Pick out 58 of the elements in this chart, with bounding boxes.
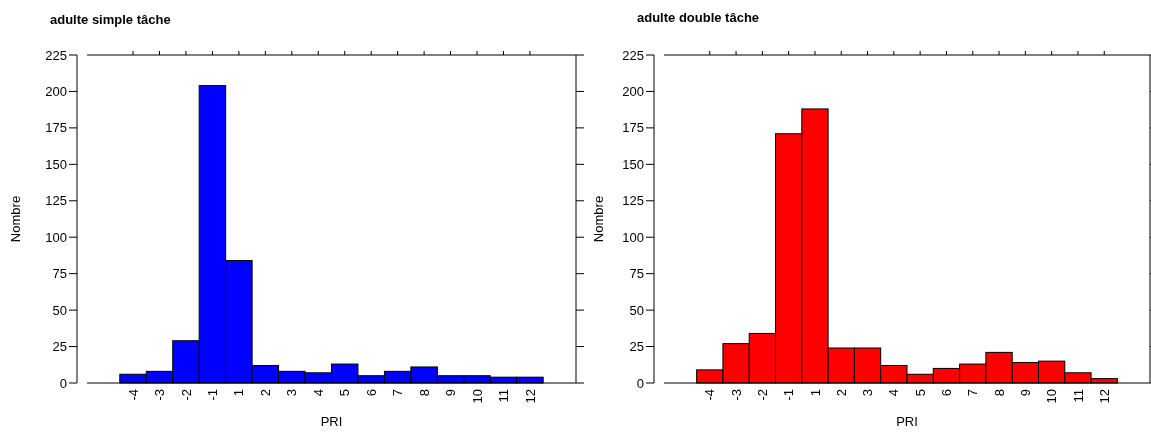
y-tick-label: 200 bbox=[622, 83, 644, 99]
x-tick-label: -4 bbox=[702, 389, 718, 401]
x-tick-label: 2 bbox=[833, 389, 849, 397]
x-tick-label: -1 bbox=[781, 389, 797, 401]
y-tick-label: 100 bbox=[622, 229, 644, 245]
x-tick-label: 12 bbox=[1096, 389, 1112, 404]
y-tick-label: 200 bbox=[45, 83, 67, 99]
y-tick-label: 150 bbox=[622, 156, 644, 172]
y-axis-title: Nombre bbox=[8, 195, 23, 243]
y-tick-label: 175 bbox=[45, 120, 67, 136]
x-tick-label: 11 bbox=[1070, 389, 1086, 403]
x-tick-label: 5 bbox=[337, 389, 353, 397]
x-tick-label: 9 bbox=[443, 389, 459, 397]
y-tick-label: 225 bbox=[45, 47, 67, 63]
x-tick-label: 10 bbox=[1044, 389, 1060, 404]
x-tick-label: 6 bbox=[363, 389, 379, 397]
y-tick-label: 125 bbox=[622, 193, 644, 209]
x-tick-label: 8 bbox=[991, 389, 1007, 397]
x-tick-label: 4 bbox=[886, 389, 902, 397]
x-tick-label: 1 bbox=[807, 389, 823, 397]
x-tick-label: 7 bbox=[965, 389, 981, 397]
x-tick-label: 12 bbox=[522, 389, 538, 404]
x-tick-label: 8 bbox=[416, 389, 432, 397]
x-tick-label: 9 bbox=[1017, 389, 1033, 397]
y-tick-label: 0 bbox=[59, 375, 67, 391]
x-tick-label: -2 bbox=[754, 389, 770, 401]
y-axis-title: Nombre bbox=[591, 195, 606, 243]
y-tick-label: 50 bbox=[629, 302, 644, 318]
y-tick-label: 50 bbox=[52, 302, 67, 318]
x-tick-label: 2 bbox=[257, 389, 273, 397]
y-tick-label: 25 bbox=[52, 339, 67, 355]
x-tick-label: 1 bbox=[231, 389, 247, 397]
y-tick-label: 0 bbox=[636, 375, 644, 391]
x-tick-label: -3 bbox=[152, 389, 168, 401]
x-tick-label: -2 bbox=[178, 389, 194, 401]
y-tick-label: 75 bbox=[52, 266, 67, 282]
y-tick-label: 25 bbox=[629, 339, 644, 355]
x-tick-label: -3 bbox=[728, 389, 744, 401]
x-tick-label: 10 bbox=[469, 389, 485, 404]
x-tick-label: 11 bbox=[496, 389, 512, 403]
x-axis-title: PRI bbox=[320, 414, 343, 429]
y-tick-label: 125 bbox=[45, 193, 67, 209]
y-tick-label: 100 bbox=[45, 229, 67, 245]
x-tick-label: 7 bbox=[390, 389, 406, 397]
y-tick-label: 75 bbox=[629, 266, 644, 282]
y-tick-label: 175 bbox=[622, 120, 644, 136]
chart-title: adulte simple tâche bbox=[50, 12, 171, 27]
x-tick-label: 5 bbox=[912, 389, 928, 397]
x-axis-title: PRI bbox=[896, 414, 918, 429]
x-tick-label: 3 bbox=[284, 389, 300, 397]
chart-title: adulte double tâche bbox=[637, 10, 760, 25]
x-tick-label: 4 bbox=[310, 389, 326, 397]
x-tick-label: 6 bbox=[939, 389, 954, 397]
x-tick-label: -1 bbox=[204, 389, 220, 401]
y-tick-label: 225 bbox=[622, 47, 644, 63]
x-tick-label: -4 bbox=[125, 389, 141, 401]
x-tick-label: 3 bbox=[860, 389, 876, 397]
y-tick-label: 150 bbox=[45, 156, 67, 172]
